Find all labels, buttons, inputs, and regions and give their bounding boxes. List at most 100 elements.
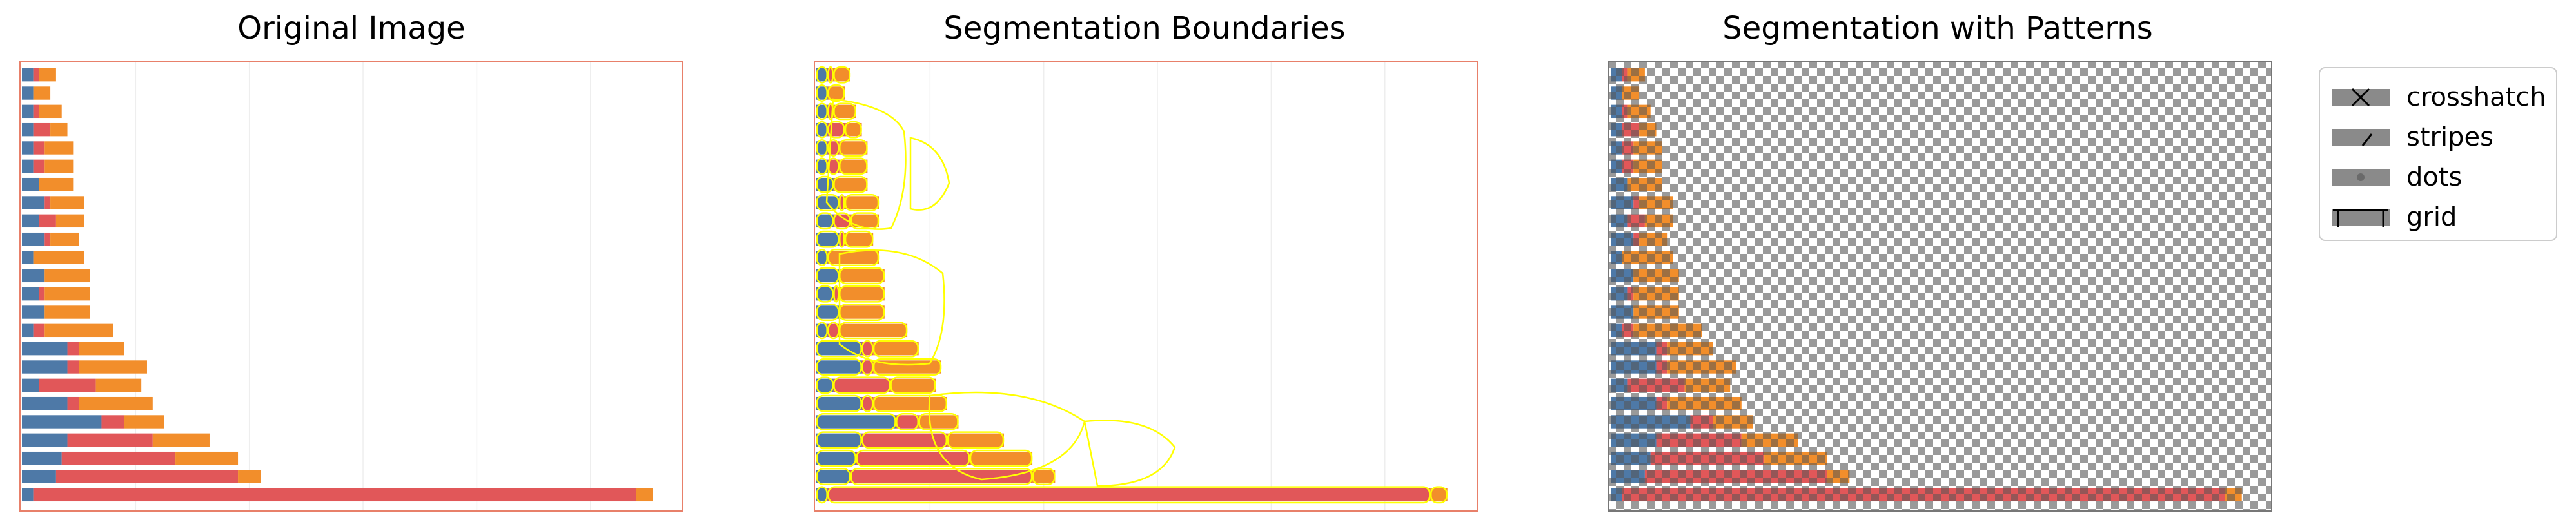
bar-segment-red bbox=[861, 342, 874, 356]
bar-segment-blue bbox=[816, 287, 834, 301]
segment-pattern bbox=[1633, 141, 1662, 155]
panel-frame bbox=[19, 61, 683, 512]
bar-segment-blue bbox=[22, 122, 34, 137]
segment-boundary bbox=[861, 340, 874, 358]
legend-item-crosshatch: crosshatch bbox=[2332, 81, 2546, 113]
bar-segment-orange bbox=[833, 68, 850, 82]
bar-segment-orange bbox=[50, 196, 84, 209]
bar-segment-red bbox=[33, 68, 39, 82]
bar-segment-orange bbox=[970, 451, 1033, 465]
panel-title-boundaries: Segmentation Boundaries bbox=[943, 10, 1346, 46]
segment-boundary bbox=[833, 285, 840, 303]
bar-segment-blue bbox=[22, 305, 45, 319]
bar-segment-blue bbox=[816, 68, 828, 82]
bar-segment-red bbox=[39, 287, 45, 301]
segment-boundary bbox=[918, 413, 959, 430]
bar-segment-red bbox=[33, 488, 636, 502]
bar-segment-red bbox=[67, 433, 153, 447]
bar-segment-red bbox=[827, 488, 1431, 502]
segment-boundary bbox=[861, 431, 948, 449]
legend-label-dots: dots bbox=[2406, 162, 2463, 192]
segment-pattern bbox=[1633, 196, 1640, 209]
bar-segment-orange bbox=[845, 122, 862, 137]
segment-boundary bbox=[844, 230, 874, 248]
panel-title-patterns: Segmentation with Patterns bbox=[1722, 10, 2153, 46]
segment-boundary bbox=[872, 340, 919, 358]
bar-segment-blue bbox=[816, 451, 856, 465]
bar-segment-red bbox=[67, 396, 79, 410]
bar-segment-red bbox=[33, 104, 39, 119]
segment-pattern bbox=[1611, 104, 1622, 119]
bar-segment-blue bbox=[816, 269, 840, 283]
panel-frame bbox=[814, 61, 1478, 512]
bar-segment-orange bbox=[1032, 470, 1056, 483]
segment-pattern bbox=[1667, 396, 1742, 410]
bar-segment-red bbox=[850, 470, 1033, 483]
segment-boundary bbox=[816, 121, 828, 139]
segment-pattern bbox=[1611, 433, 1657, 447]
bar-segment-blue bbox=[22, 196, 45, 209]
segment-boundary bbox=[816, 66, 828, 84]
bar-segment-red bbox=[833, 214, 850, 228]
segment-pattern bbox=[1741, 433, 1798, 447]
segment-pattern bbox=[1611, 360, 1657, 374]
segment-boundary bbox=[947, 431, 1005, 449]
bar-segment-orange bbox=[79, 360, 147, 374]
bar-segment-orange bbox=[44, 305, 90, 319]
bar-segment-blue bbox=[816, 122, 828, 137]
segment-pattern bbox=[1644, 470, 1827, 483]
segment-boundary bbox=[856, 449, 970, 467]
bar-segment-blue bbox=[816, 232, 840, 246]
bar-segment-orange bbox=[238, 470, 261, 483]
bar-segment-blue bbox=[816, 251, 828, 264]
segment-pattern bbox=[1622, 122, 1640, 137]
original-image-panel bbox=[19, 61, 683, 512]
segment-pattern bbox=[1633, 323, 1702, 338]
bar-segment-orange bbox=[839, 159, 868, 173]
segment-pattern bbox=[1611, 232, 1634, 246]
segment-boundary bbox=[839, 157, 868, 175]
boundary-contour bbox=[928, 391, 1086, 481]
segment-boundary bbox=[890, 376, 936, 394]
bar-segment-orange bbox=[827, 86, 845, 100]
segment-pattern bbox=[1622, 141, 1634, 155]
segment-pattern bbox=[1667, 360, 1736, 374]
bar-segment-orange bbox=[50, 232, 79, 246]
bar-segment-orange bbox=[827, 251, 879, 264]
boundary-contour bbox=[825, 98, 907, 230]
bar-segment-orange bbox=[44, 287, 90, 301]
bar-segment-blue bbox=[22, 177, 39, 191]
bar-segment-blue bbox=[22, 104, 34, 119]
segment-boundary bbox=[816, 84, 828, 102]
segment-pattern bbox=[1627, 214, 1645, 228]
bar-segment-orange bbox=[79, 342, 124, 356]
bar-segment-blue bbox=[22, 488, 34, 502]
bar-segment-blue bbox=[816, 86, 828, 100]
bar-segment-red bbox=[39, 214, 56, 228]
crosshatch-icon bbox=[2332, 86, 2390, 108]
bar-segment-orange bbox=[152, 433, 210, 447]
bar-segment-red bbox=[33, 323, 45, 338]
segment-pattern bbox=[1633, 287, 1679, 301]
bar-segment-red bbox=[44, 232, 51, 246]
segment-boundary bbox=[816, 468, 851, 485]
segment-pattern bbox=[1611, 342, 1657, 356]
bar-segment-blue bbox=[22, 251, 34, 264]
legend-label-stripes: stripes bbox=[2406, 122, 2493, 152]
segment-boundary bbox=[1430, 486, 1448, 504]
segment-boundary bbox=[833, 376, 890, 394]
segment-boundary bbox=[816, 486, 828, 504]
bar-segment-blue bbox=[816, 159, 828, 173]
bar-segment-blue bbox=[816, 323, 828, 338]
bar-segment-blue bbox=[22, 433, 68, 447]
segment-pattern bbox=[2225, 488, 2242, 502]
legend-item-dots: dots bbox=[2332, 161, 2462, 193]
bar-segment-red bbox=[39, 378, 96, 392]
bar-segment-orange bbox=[79, 396, 153, 410]
bar-segment-blue bbox=[816, 360, 862, 374]
bar-segment-blue bbox=[22, 323, 34, 338]
segment-pattern bbox=[1633, 269, 1679, 283]
bar-segment-red bbox=[896, 415, 919, 429]
bar-segment-orange bbox=[39, 68, 56, 82]
bar-segment-red bbox=[67, 360, 79, 374]
